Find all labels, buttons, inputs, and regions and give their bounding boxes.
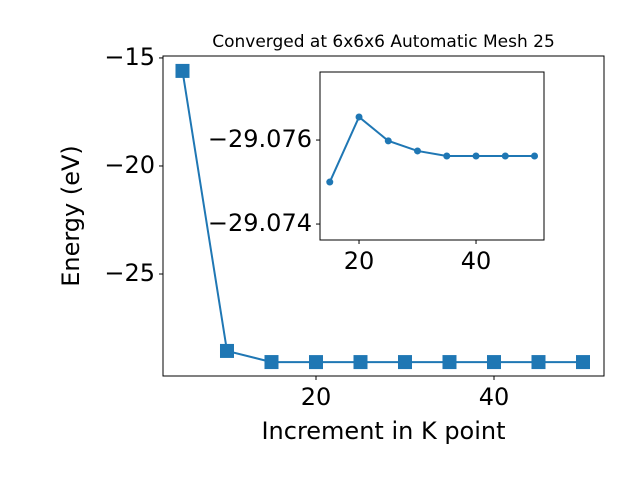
y-tick-label: −20 bbox=[104, 151, 155, 179]
marker bbox=[531, 152, 539, 160]
marker bbox=[264, 355, 279, 370]
x-axis-label: Increment in K point bbox=[261, 417, 505, 445]
marker bbox=[443, 152, 451, 160]
marker bbox=[219, 343, 234, 358]
marker bbox=[486, 355, 501, 370]
x-tick-label: 40 bbox=[479, 383, 510, 411]
x-tick-label: 20 bbox=[301, 383, 332, 411]
marker bbox=[355, 113, 363, 121]
x-tick-label: 40 bbox=[461, 247, 492, 275]
marker bbox=[326, 178, 334, 186]
marker bbox=[175, 63, 190, 78]
marker bbox=[575, 355, 590, 370]
y-axis-label: Energy (eV) bbox=[57, 145, 85, 287]
marker bbox=[308, 355, 323, 370]
series-line bbox=[181, 70, 583, 364]
marker bbox=[414, 147, 422, 155]
marker bbox=[353, 355, 368, 370]
marker bbox=[501, 152, 509, 160]
chart-title: Converged at 6x6x6 Automatic Mesh 25 bbox=[212, 32, 555, 52]
marker bbox=[472, 152, 480, 160]
marker bbox=[384, 137, 392, 145]
marker bbox=[397, 355, 412, 370]
y-tick-label: −25 bbox=[104, 259, 155, 287]
y-tick-label: −29.074 bbox=[208, 209, 312, 237]
marker bbox=[442, 355, 457, 370]
y-tick-label: −29.076 bbox=[208, 125, 312, 153]
y-tick-label: −15 bbox=[104, 43, 155, 71]
x-tick-label: 20 bbox=[344, 247, 375, 275]
marker bbox=[531, 355, 546, 370]
series-line bbox=[328, 115, 535, 183]
